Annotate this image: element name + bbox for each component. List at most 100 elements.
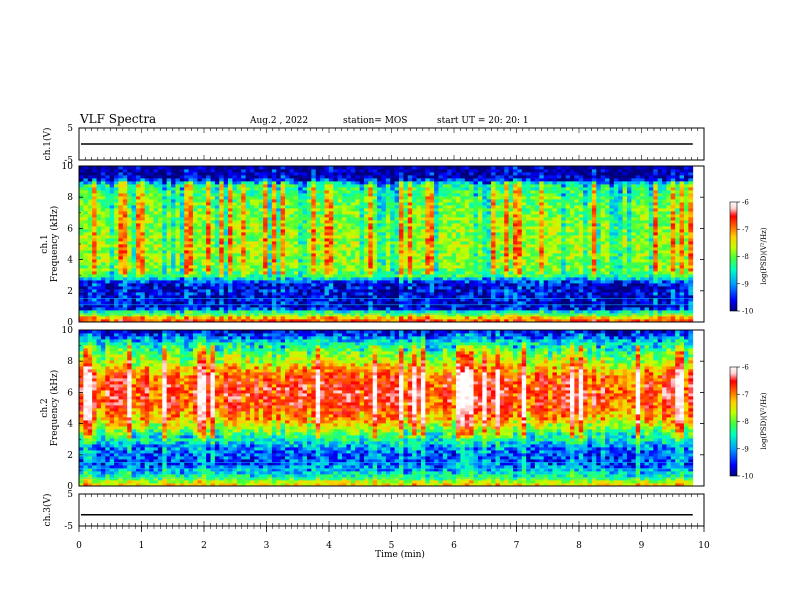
spectrogram-cell <box>157 250 163 254</box>
spectrogram-cell <box>434 262 439 266</box>
spectrogram-cell <box>249 268 255 272</box>
spectrogram-cell <box>368 178 374 182</box>
spectrogram-cell <box>464 304 470 308</box>
spectrogram-cell <box>342 211 347 215</box>
spectrogram-cell <box>425 250 431 254</box>
spectrogram-cell <box>425 265 431 269</box>
spectrogram-cell <box>346 319 352 323</box>
spectrogram-cell <box>228 166 233 170</box>
spectrogram-cell <box>79 283 84 287</box>
spectrogram-cell <box>324 316 330 320</box>
spectrogram-cell <box>460 301 466 305</box>
spectrogram-cell <box>434 169 439 173</box>
spectrogram-cell <box>346 277 352 281</box>
spectrogram-cell <box>236 205 242 209</box>
spectrogram-cell <box>157 316 163 320</box>
spectrogram-cell <box>245 226 251 230</box>
spectrogram-cell <box>377 310 382 314</box>
spectrogram-cell <box>87 238 93 242</box>
spectrogram-cell <box>456 313 461 317</box>
spectrogram-cell <box>434 277 439 281</box>
spectrogram-cell <box>306 190 312 194</box>
spectrogram-cell <box>372 232 378 236</box>
spectrogram-cell <box>179 277 185 281</box>
spectrogram-cell <box>109 235 115 239</box>
spectrogram-cell <box>105 214 111 218</box>
spectrogram-cell <box>477 193 483 197</box>
spectrogram-cell <box>179 217 185 221</box>
spectrogram-cell <box>114 295 119 299</box>
spectrogram-cell <box>114 253 119 257</box>
spectrogram-cell <box>175 226 181 230</box>
spectrogram-cell <box>420 229 426 233</box>
spectrogram-cell <box>258 169 264 173</box>
spectrogram-cell <box>276 259 282 263</box>
spectrogram-cell <box>214 169 220 173</box>
spectrogram-cell <box>425 202 431 206</box>
spectrogram-cell <box>298 187 303 191</box>
spectrogram-cell <box>153 190 159 194</box>
spectrogram-cell <box>135 250 141 254</box>
spectrogram-cell <box>416 277 422 281</box>
spectrogram-cell <box>342 238 347 242</box>
spectrogram-cell <box>420 313 426 317</box>
spectrogram-cell <box>197 229 203 233</box>
spectrogram-cell <box>92 175 97 179</box>
spectrogram-cell <box>377 241 382 245</box>
spectrogram-cell <box>328 172 334 176</box>
spectrogram-cell <box>394 286 400 290</box>
spectrogram-cell <box>372 268 378 272</box>
spectrogram-cell <box>425 256 431 260</box>
spectrogram-cell <box>315 301 321 305</box>
spectrogram-cell <box>399 166 404 170</box>
spectrogram-cell <box>372 247 378 251</box>
spectrogram-cell <box>337 253 343 257</box>
spectrogram-cell <box>477 292 483 296</box>
spectrogram-cell <box>412 220 417 224</box>
spectrogram-cell <box>381 202 387 206</box>
spectrogram-cell <box>223 193 229 197</box>
spectrogram-cell <box>149 265 154 269</box>
figure-title: VLF Spectra <box>79 112 156 126</box>
spectrogram-cell <box>320 229 325 233</box>
spectrogram-cell <box>377 244 382 248</box>
spectrogram-cell <box>385 217 391 221</box>
spectrogram-cell <box>438 172 444 176</box>
spectrogram-cell <box>394 244 400 248</box>
spectrogram-cell <box>477 205 483 209</box>
spectrogram-cell <box>451 256 457 260</box>
spectrogram-cell <box>175 172 181 176</box>
spectrogram-cell <box>425 211 431 215</box>
spectrogram-cell <box>416 247 422 251</box>
spectrogram-cell <box>127 298 132 302</box>
spectrogram-cell <box>363 292 369 296</box>
spectrogram-cell <box>144 253 150 257</box>
spectrogram-cell <box>434 274 439 278</box>
spectrogram-cell <box>109 214 115 218</box>
spectrogram-cell <box>420 205 426 209</box>
spectrogram-cell <box>302 166 308 170</box>
spectrogram-cell <box>258 241 264 245</box>
spectrogram-cell <box>390 256 396 260</box>
spectrogram-cell <box>171 262 176 266</box>
spectrogram-cell <box>350 223 356 227</box>
spectrogram-cell <box>293 310 299 314</box>
spectrogram-cell <box>311 217 317 221</box>
spectrogram-cell <box>149 238 154 242</box>
spectrogram-cell <box>363 250 369 254</box>
spectrogram-cell <box>394 295 400 299</box>
spectrogram-cell <box>105 235 111 239</box>
spectrogram-cell <box>109 190 115 194</box>
spectrogram-cell <box>473 220 479 224</box>
spectrogram-cell <box>201 175 207 179</box>
spectrogram-cell <box>425 313 431 317</box>
spectrogram-cell <box>302 319 308 323</box>
spectrogram-cell <box>162 256 168 260</box>
spectrogram-cell <box>337 214 343 218</box>
spectrogram-cell <box>293 295 299 299</box>
spectrogram-cell <box>337 202 343 206</box>
spectrogram-cell <box>464 298 470 302</box>
spectrogram-cell <box>162 202 168 206</box>
spectrogram-cell <box>447 238 453 242</box>
spectrogram-cell <box>403 244 409 248</box>
